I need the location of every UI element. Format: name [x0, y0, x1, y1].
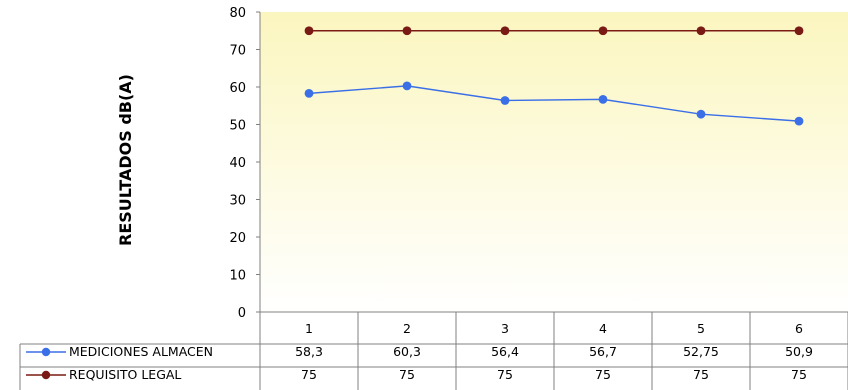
table-value-cell: 52,75: [683, 344, 719, 359]
x-category-label: 2: [403, 321, 411, 336]
legend-series-name: MEDICIONES ALMACEN: [69, 344, 213, 359]
table-value-cell: 75: [595, 367, 611, 382]
data-point: [794, 26, 804, 36]
data-point: [696, 109, 706, 119]
data-point: [598, 94, 608, 104]
y-tick-label: 80: [229, 6, 246, 21]
x-category-label: 4: [599, 321, 607, 336]
y-tick-label: 20: [229, 231, 246, 246]
legend-key-marker: [41, 370, 51, 380]
legend-key-marker: [41, 347, 51, 357]
table-value-cell: 75: [399, 367, 415, 382]
legend-series-name: REQUISITO LEGAL: [69, 367, 181, 382]
table-value-cell: 60,3: [393, 344, 421, 359]
x-category-label: 3: [501, 321, 509, 336]
y-tick-label: 40: [229, 156, 246, 171]
data-table: 1 2 3 4 5 6 MEDICIONES ALMACEN 58,3 60,3 56,4 56,7…: [19, 311, 848, 390]
y-tick-label: 70: [229, 44, 246, 59]
plot-area: [260, 12, 848, 312]
data-point: [500, 26, 510, 36]
series-layer: [304, 26, 804, 126]
x-category-label: 6: [795, 321, 803, 336]
table-value-cell: 75: [497, 367, 513, 382]
y-tick-label: 60: [229, 81, 246, 96]
table-value-cell: 50,9: [785, 344, 813, 359]
y-axis-label: RESULTADOS dB(A): [116, 74, 135, 246]
table-value-cell: 58,3: [295, 344, 323, 359]
data-point: [500, 96, 510, 105]
data-point: [598, 26, 608, 36]
table-value-cell: 56,4: [491, 344, 519, 359]
table-value-cell: 75: [791, 367, 807, 382]
table-value-cell: 56,7: [589, 344, 617, 359]
y-tick-label: 0: [238, 306, 246, 321]
x-category-label: 5: [697, 321, 705, 336]
table-value-cell: 75: [301, 367, 317, 382]
data-point: [304, 88, 314, 98]
data-point: [696, 26, 706, 36]
data-point: [402, 26, 412, 36]
axes: 0 10 20 30 40 50 60 70 80: [229, 6, 261, 321]
y-tick-label: 10: [229, 269, 246, 284]
y-tick-label: 30: [229, 194, 246, 209]
y-tick-label: 50: [229, 119, 246, 134]
x-category-label: 1: [305, 321, 313, 336]
data-point: [402, 81, 412, 91]
data-point: [794, 116, 804, 126]
table-value-cell: 75: [693, 367, 709, 382]
data-point: [304, 26, 314, 36]
series-line: [308, 85, 800, 122]
